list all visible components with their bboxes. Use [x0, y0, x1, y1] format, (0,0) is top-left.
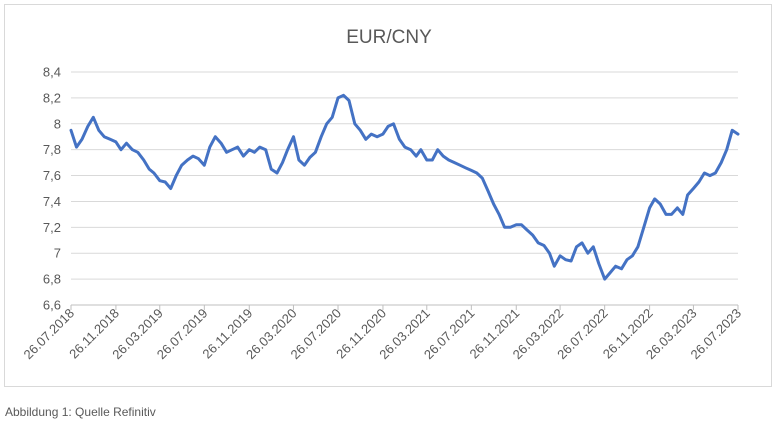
y-tick-label: 7 [54, 246, 61, 261]
series-line [69, 93, 740, 281]
figure-caption: Abbildung 1: Quelle Refinitiv [5, 405, 156, 419]
y-tick-label: 7,2 [43, 220, 61, 235]
grid-lines [71, 71, 738, 306]
chart-svg: EUR/CNY 6,6 6,8 7 7,2 7,4 7,6 7,8 8 8,2 8,4 26.07… [20, 27, 744, 362]
y-tick-labels: 6,6 6,8 7 7,2 7,4 7,6 7,8 8 8,2 8,4 [43, 65, 61, 313]
y-tick-label: 7,6 [43, 168, 61, 183]
y-tick-label: 7,4 [43, 194, 61, 209]
series-group [69, 93, 740, 281]
y-tick-label: 6,8 [43, 272, 61, 287]
chart-frame: EUR/CNY 6,6 6,8 7 7,2 7,4 7,6 7,8 8 8,2 8,4 26.07… [4, 4, 772, 387]
y-tick-label: 6,6 [43, 298, 61, 313]
y-tick-label: 8,2 [43, 90, 61, 105]
y-tick-label: 8 [54, 116, 61, 131]
x-tick-labels: 26.07.201826.11.201826.03.201926.07.2019… [20, 305, 744, 362]
y-tick-label: 7,8 [43, 142, 61, 157]
chart-title: EUR/CNY [346, 27, 432, 48]
y-tick-label: 8,4 [43, 65, 61, 80]
